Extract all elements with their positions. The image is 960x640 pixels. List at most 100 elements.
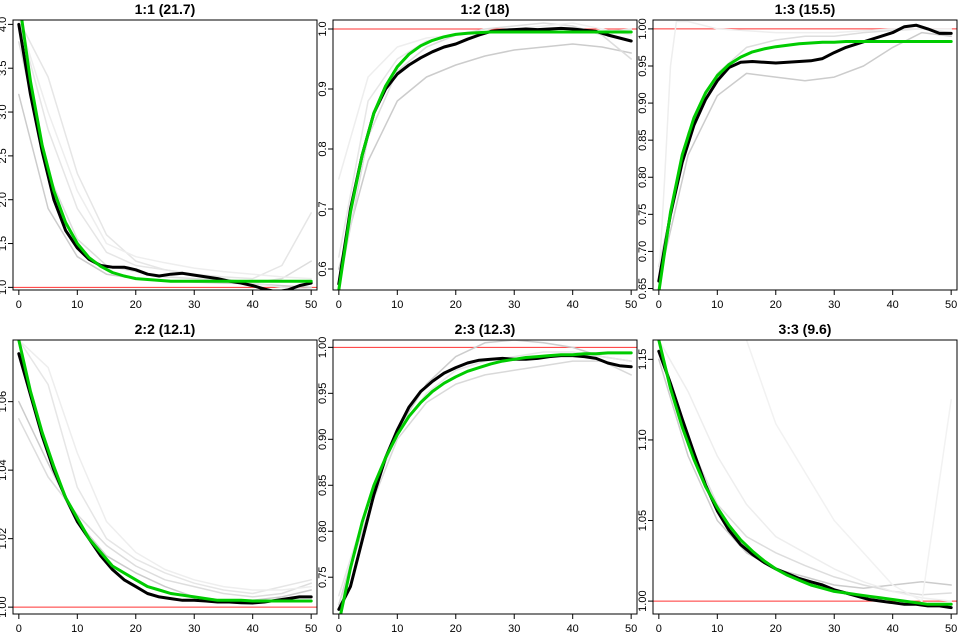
individual-line	[658, 20, 952, 282]
plot-area	[13, 20, 317, 290]
plot-frame	[12, 19, 318, 291]
x-tick-label: 50	[945, 299, 957, 311]
plot-frame	[652, 19, 958, 291]
y-tick-label: 0.85	[637, 129, 649, 150]
x-tick-label: 10	[71, 623, 83, 635]
individual-line	[18, 340, 312, 595]
y-tick-label: 3.5	[0, 61, 9, 76]
individual-line	[18, 340, 312, 591]
y-tick-label: 0.90	[317, 429, 329, 450]
mean-smooth-line	[657, 23, 953, 283]
plot-area	[653, 20, 957, 290]
plot-frame	[652, 339, 958, 615]
x-tick-label: 0	[336, 299, 342, 311]
y-tick-label: 1.06	[0, 391, 9, 412]
plot-area	[13, 340, 317, 608]
x-tick-label: 40	[887, 299, 899, 311]
panel-title: 2:3 (12.3)	[455, 321, 516, 337]
x-tick-label: 40	[247, 623, 259, 635]
mean-smooth-line	[337, 354, 633, 611]
x-tick-label: 30	[188, 299, 200, 311]
mean-smooth-line	[17, 352, 313, 605]
x-tick-label: 0	[16, 299, 22, 311]
x-tick-label: 20	[770, 623, 782, 635]
x-tick-label: 30	[508, 623, 520, 635]
y-tick-label: 1.15	[637, 349, 649, 370]
y-tick-label: 0.75	[637, 204, 649, 225]
x-tick-label: 30	[828, 623, 840, 635]
x-tick-label: 50	[305, 299, 317, 311]
mean-smooth-line	[337, 26, 633, 286]
exponential-fit-line	[337, 30, 633, 290]
plot-area	[333, 22, 637, 290]
plot-area	[653, 340, 957, 610]
x-tick-label: 50	[625, 299, 637, 311]
y-tick-label: 0.95	[317, 383, 329, 404]
x-tick-label: 50	[305, 623, 317, 635]
y-tick-label: 1.10	[637, 429, 649, 450]
y-tick-label: 0.85	[317, 475, 329, 496]
x-tick-label: 50	[625, 623, 637, 635]
exponential-fit-line	[20, 20, 313, 283]
x-tick-label: 0	[656, 299, 662, 311]
x-tick-label: 40	[247, 299, 259, 311]
x-tick-label: 0	[336, 623, 342, 635]
y-tick-label: 1.0	[0, 280, 9, 295]
individual-line	[658, 31, 952, 282]
panel-title: 1:3 (15.5)	[775, 1, 836, 17]
plot-area	[333, 340, 637, 614]
individual-line	[338, 43, 632, 270]
x-tick-label: 40	[567, 299, 579, 311]
x-tick-label: 0	[656, 623, 662, 635]
individual-line	[338, 360, 632, 606]
y-tick-label: 0.9	[317, 81, 329, 96]
y-tick-label: 0.65	[637, 278, 649, 299]
y-tick-label: 0.7	[317, 201, 329, 216]
individual-line	[18, 400, 312, 602]
y-tick-label: 0.80	[317, 521, 329, 542]
individual-line	[18, 20, 312, 290]
y-tick-label: 0.8	[317, 141, 329, 156]
individual-line	[658, 342, 952, 596]
panel-title: 3:3 (9.6)	[779, 321, 832, 337]
x-tick-label: 30	[828, 299, 840, 311]
y-tick-label: 4.0	[0, 17, 9, 32]
x-tick-label: 30	[508, 299, 520, 311]
x-tick-label: 30	[188, 623, 200, 635]
y-tick-label: 1.5	[0, 236, 9, 251]
plot-frame	[332, 19, 638, 291]
x-tick-label: 20	[450, 299, 462, 311]
individual-line	[658, 340, 952, 602]
x-tick-label: 10	[71, 299, 83, 311]
x-tick-label: 20	[130, 299, 142, 311]
y-tick-label: 1.00	[317, 337, 329, 358]
exponential-fit-line	[657, 40, 953, 290]
panel-title: 1:2 (18)	[460, 1, 509, 17]
y-tick-label: 1.05	[637, 510, 649, 531]
individual-line	[338, 28, 632, 258]
x-tick-label: 10	[711, 299, 723, 311]
x-tick-label: 10	[391, 623, 403, 635]
plot-frame	[332, 339, 638, 615]
y-tick-label: 1.00	[0, 596, 9, 617]
individual-line	[745, 340, 952, 602]
y-tick-label: 1.0	[317, 21, 329, 36]
panel-1-3: 1:3 (15.5) 0 10 20 30 40 50 0.65 0.70 0.75 0.80 0.…	[637, 1, 958, 311]
y-tick-label: 0.95	[637, 55, 649, 76]
y-tick-label: 2.5	[0, 148, 9, 163]
x-tick-label: 50	[945, 623, 957, 635]
x-tick-label: 20	[450, 623, 462, 635]
y-tick-label: 0.70	[637, 241, 649, 262]
x-tick-label: 40	[887, 623, 899, 635]
individual-line	[18, 41, 312, 284]
individual-line	[338, 351, 632, 597]
y-tick-label: 0.90	[637, 92, 649, 113]
y-tick-label: 0.75	[317, 567, 329, 588]
exponential-fit-line	[339, 351, 633, 614]
x-tick-label: 20	[770, 299, 782, 311]
x-tick-label: 10	[391, 299, 403, 311]
x-tick-label: 20	[130, 623, 142, 635]
exponential-fit-line	[17, 340, 313, 603]
individual-line	[338, 22, 632, 180]
